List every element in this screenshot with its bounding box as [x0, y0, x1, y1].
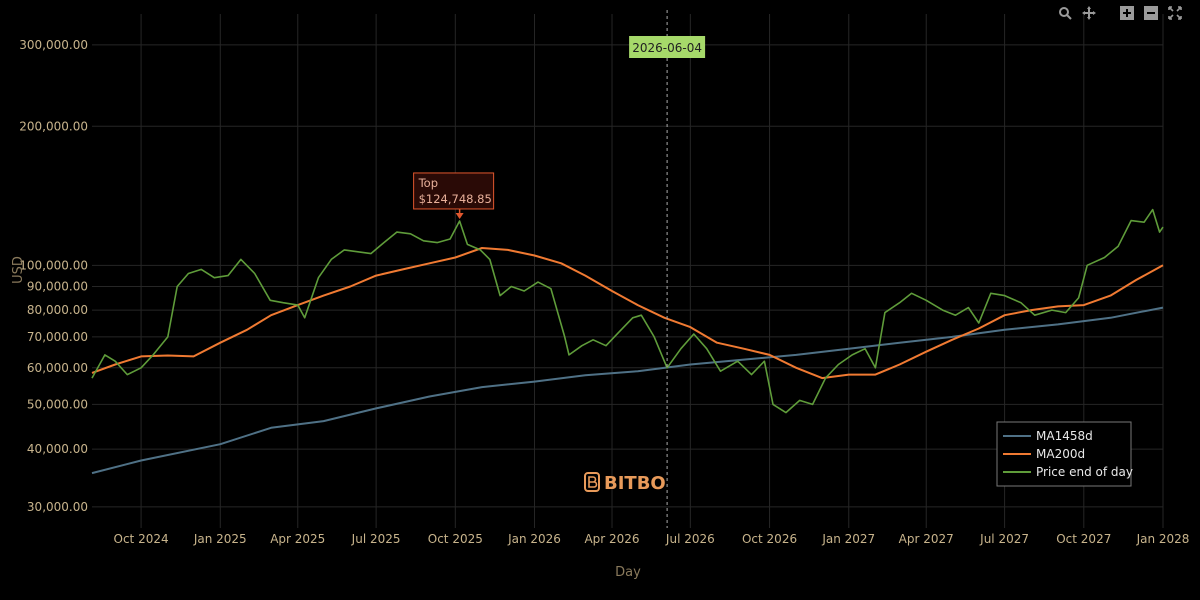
chart-toolbar: [1056, 4, 1184, 22]
top-annotation-arrow-head: [455, 212, 464, 219]
y-axis-ticks: 30,000.00 40,000.00 50,000.00 60,000.00 70,0…: [19, 38, 88, 514]
legend-label-ma200d: MA200d: [1036, 447, 1085, 461]
x-tick-label: Oct 2024: [114, 532, 169, 546]
cursor-date-box: [629, 36, 706, 58]
x-axis-title: Day: [615, 565, 641, 580]
x-tick-label: Oct 2027: [1056, 532, 1111, 546]
y-tick-label: 50,000.00: [27, 397, 88, 411]
x-tick-label: Oct 2025: [428, 532, 483, 546]
y-tick-label: 300,000.00: [19, 38, 88, 52]
series-lines: [91, 208, 1164, 475]
legend-label-ma1458d: MA1458d: [1036, 429, 1093, 443]
x-tick-label: Jul 2025: [351, 532, 401, 546]
y-tick-label: 70,000.00: [27, 330, 88, 344]
legend: MA1458d MA200d Price end of day: [996, 421, 1133, 487]
y-tick-label: 200,000.00: [19, 119, 88, 133]
zoom-icon[interactable]: [1056, 4, 1074, 22]
series-line-ma1458d: [91, 306, 1164, 475]
series-line-price-end-of-day: [91, 208, 1164, 414]
x-tick-label: Jul 2026: [665, 532, 715, 546]
x-tick-label: Jan 2026: [507, 532, 561, 546]
top-annotation-title: Top: [418, 176, 438, 190]
x-tick-label: Jul 2027: [979, 532, 1029, 546]
y-axis-title: USD: [11, 256, 26, 284]
bitbo-logo-icon: [584, 472, 600, 492]
autoscale-icon[interactable]: [1166, 4, 1184, 22]
x-tick-label: Apr 2027: [899, 532, 954, 546]
x-tick-label: Jan 2027: [821, 532, 875, 546]
annotations: 2026-06-04 Top $124,748.85: [413, 10, 706, 528]
x-axis-ticks: Oct 2024 Jan 2025 Apr 2025 Jul 2025 Oct 2025…: [114, 532, 1190, 546]
bitbo-logo: BITBO: [584, 472, 666, 494]
y-tick-label: 80,000.00: [27, 303, 88, 317]
y-tick-label: 30,000.00: [27, 500, 88, 514]
bitbo-logo-text: BITBO: [604, 473, 666, 494]
top-annotation-value: $124,748.85: [419, 192, 492, 206]
top-annotation-box: [413, 172, 495, 210]
x-tick-label: Jan 2025: [193, 532, 247, 546]
y-tick-label: 90,000.00: [27, 279, 88, 293]
x-tick-label: Oct 2026: [742, 532, 797, 546]
cursor-date-label: 2026-06-04: [632, 41, 702, 55]
x-tick-label: Jan 2028: [1136, 532, 1190, 546]
zoom-out-icon[interactable]: [1142, 4, 1160, 22]
pan-icon[interactable]: [1080, 4, 1098, 22]
y-tick-label: 60,000.00: [27, 361, 88, 375]
series-line-ma200d: [91, 247, 1164, 380]
y-tick-label: 40,000.00: [27, 442, 88, 456]
y-tick-label: 100,000.00: [19, 258, 88, 272]
zoom-in-icon[interactable]: [1118, 4, 1136, 22]
x-tick-label: Apr 2025: [270, 532, 325, 546]
x-tick-label: Apr 2026: [584, 532, 639, 546]
legend-label-price-end-of-day: Price end of day: [1036, 465, 1133, 479]
